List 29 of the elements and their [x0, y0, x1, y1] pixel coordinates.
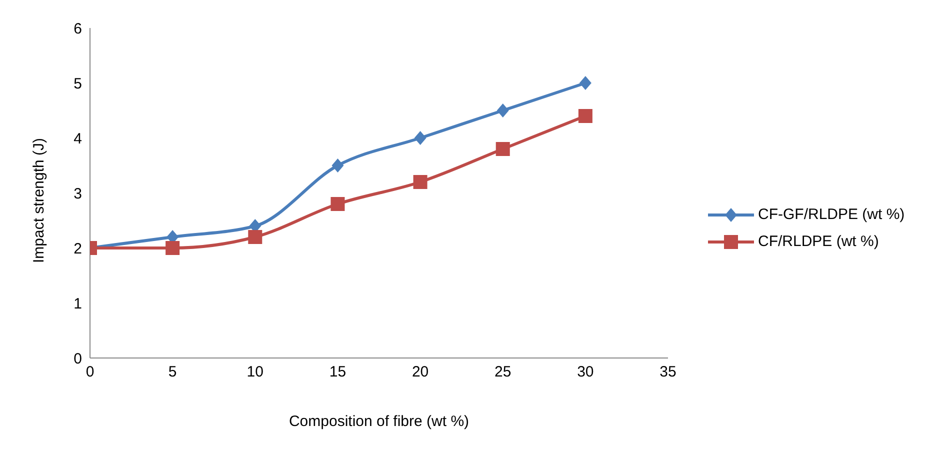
x-tick-label: 35	[660, 364, 676, 381]
y-axis-title: Impact strength (J)	[30, 138, 48, 263]
legend-label: CF/RLDPE (wt %)	[758, 233, 879, 250]
point	[166, 241, 180, 255]
y-tick-label: 3	[74, 185, 82, 202]
x-tick-label: 10	[246, 364, 264, 381]
y-tick-label: 0	[74, 350, 82, 368]
x-tick-label: 30	[577, 364, 594, 381]
y-tick-label: 1	[74, 295, 82, 312]
x-tick-label: 0	[86, 364, 94, 381]
x-axis-title: Composition of fibre (wt %)	[288, 413, 470, 430]
point	[496, 142, 510, 156]
legend-label: CF-GF/RLDPE (wt %)	[758, 206, 905, 223]
x-tick-label: 15	[329, 364, 346, 381]
point	[579, 76, 592, 90]
y-tick-label: 6	[74, 20, 82, 38]
y-tick-label: 5	[74, 75, 82, 92]
point	[496, 104, 509, 118]
point	[414, 131, 426, 145]
point	[248, 230, 262, 244]
point	[413, 175, 428, 189]
x-tick-label: 25	[494, 364, 512, 381]
y-tick-label: 4	[74, 130, 82, 148]
point	[330, 197, 345, 211]
x-tick-label: 5	[168, 364, 177, 381]
point	[578, 109, 592, 123]
y-tick-label: 2	[74, 240, 82, 258]
point	[332, 158, 344, 172]
x-tick-label: 20	[412, 364, 429, 381]
